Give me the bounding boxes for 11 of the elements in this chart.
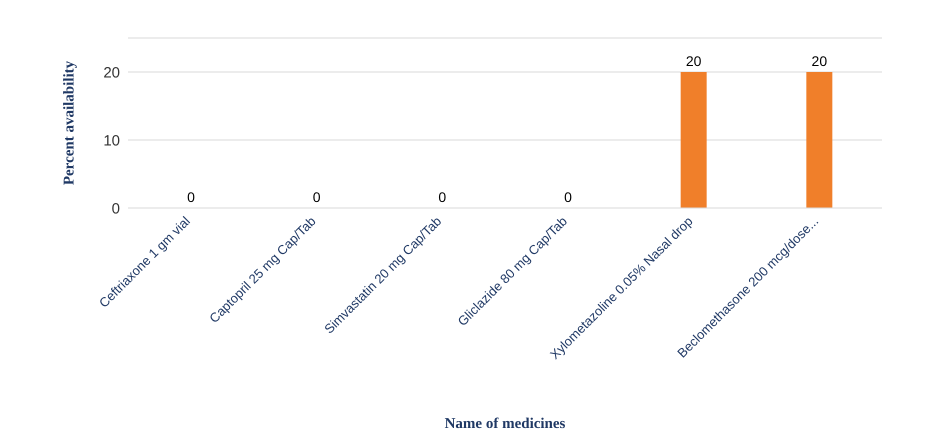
- data-label: 0: [312, 189, 321, 205]
- y-tick-label: 10: [103, 132, 120, 150]
- data-label: 20: [812, 53, 828, 69]
- x-axis-title: Name of medicines: [444, 416, 566, 432]
- data-label: 0: [564, 189, 572, 205]
- y-axis-title: Percent availability: [61, 60, 78, 186]
- data-label: 0: [187, 189, 196, 205]
- data-label: 20: [686, 53, 702, 69]
- data-label: 0: [438, 189, 446, 205]
- y-tick-label: 20: [103, 64, 120, 82]
- y-tick-label: 0: [112, 200, 120, 218]
